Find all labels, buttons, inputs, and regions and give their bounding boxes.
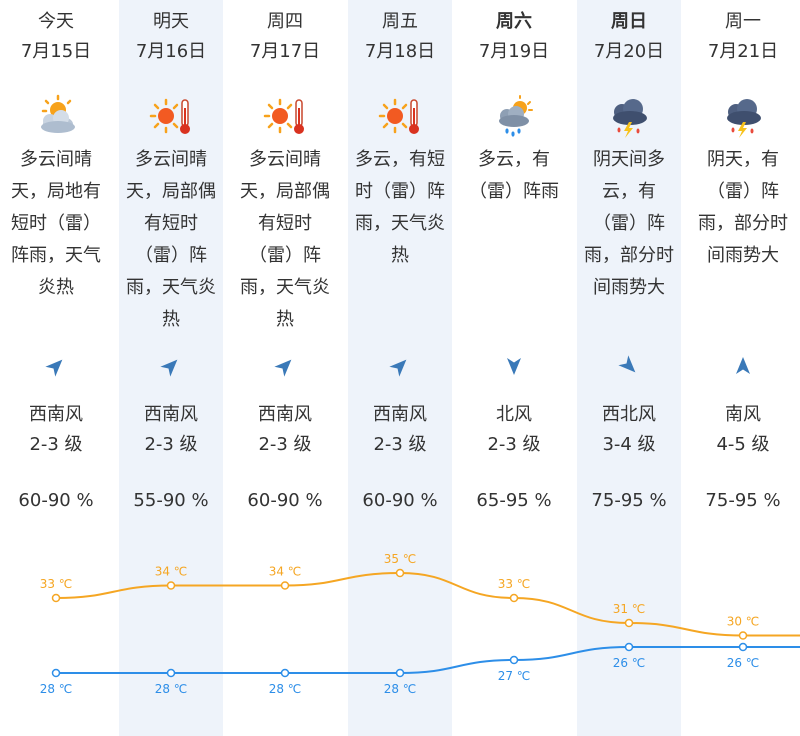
wind-level: 4-5 级 (716, 434, 770, 455)
day-column: 周五 7月18日多云，有短 时（雷）阵 雨，天气炎 热西南风 2-3 级 60-90 … (348, 0, 452, 736)
wind-direction: 西南风 (29, 404, 83, 425)
weather-description: 多云间晴 天，局部偶 有短时 （雷）阵 雨，天气炎 热 (126, 149, 216, 330)
wind-direction: 西北风 (602, 404, 656, 425)
weather-description: 多云，有短 时（雷）阵 雨，天气炎 热 (355, 149, 445, 266)
wind-direction-icon (618, 355, 636, 373)
cloudy-rain-icon (499, 95, 533, 137)
humidity: 75-95 % (705, 490, 781, 511)
day-date: 7月15日 (20, 41, 92, 62)
thunderstorm-icon (613, 99, 647, 138)
weather-description: 多云间晴 天，局地有 短时（雷） 阵雨，天气 炎热 (11, 149, 101, 298)
wind-level: 2-3 级 (373, 434, 427, 455)
wind-direction: 西南风 (144, 404, 198, 425)
humidity: 65-95 % (476, 490, 552, 511)
day-date: 7月20日 (593, 41, 665, 62)
day-date: 7月16日 (135, 41, 207, 62)
day-name: 今天 (38, 11, 74, 32)
day-name: 周四 (267, 11, 303, 32)
day-column: 周四 7月17日多云间晴 天，局部偶 有短时 （雷）阵 雨，天气炎 热西南风 2-3… (233, 0, 337, 736)
weather-description: 多云间晴 天，局部偶 有短时 （雷）阵 雨，天气炎 热 (240, 149, 330, 330)
sun-hot-icon (378, 98, 419, 134)
wind-direction-icon (736, 357, 750, 374)
wind-direction-icon (389, 359, 407, 377)
day-date: 7月17日 (249, 41, 321, 62)
day-column: 周日 7月20日阴天间多 云，有 （雷）阵 雨，部分时 间雨势大西北风 3-4 级 7… (577, 0, 681, 736)
wind-level: 2-3 级 (258, 434, 312, 455)
wind-direction: 西南风 (373, 404, 427, 425)
day-date: 7月18日 (364, 41, 436, 62)
wind-direction: 西南风 (258, 404, 312, 425)
day-name: 明天 (153, 11, 189, 32)
wind-direction-icon (160, 359, 178, 377)
thunderstorm-icon (727, 99, 761, 138)
day-date: 7月19日 (478, 41, 550, 62)
day-name: 周六 (496, 11, 532, 32)
day-column: 明天 7月16日多云间晴 天，局部偶 有短时 （雷）阵 雨，天气炎 热西南风 2-3… (119, 0, 223, 736)
humidity: 60-90 % (247, 490, 323, 511)
day-column: 今天 7月15日多云间晴 天，局地有 短时（雷） 阵雨，天气 炎热西南风 2-3 级… (4, 0, 108, 736)
wind-direction: 南风 (725, 404, 761, 425)
wind-direction-icon (274, 359, 292, 377)
weather-description: 阴天间多 云，有 （雷）阵 雨，部分时 间雨势大 (584, 149, 674, 298)
day-date: 7月21日 (707, 41, 779, 62)
wind-direction: 北风 (496, 404, 532, 425)
partly-cloudy-sun-icon (41, 94, 75, 133)
day-name: 周日 (611, 11, 647, 32)
sun-hot-icon (263, 98, 304, 134)
wind-level: 2-3 级 (487, 434, 541, 455)
weather-description: 多云，有 （雷）阵雨 (469, 149, 559, 202)
humidity: 75-95 % (591, 490, 667, 511)
wind-level: 2-3 级 (144, 434, 198, 455)
day-name: 周一 (725, 11, 761, 32)
wind-level: 2-3 级 (29, 434, 83, 455)
wind-level: 3-4 级 (602, 434, 656, 455)
wind-direction-icon (45, 359, 63, 377)
wind-direction-icon (507, 358, 521, 375)
humidity: 55-90 % (133, 490, 209, 511)
day-column: 周六 7月19日多云，有 （雷）阵雨北风 2-3 级 65-95 % (462, 0, 566, 736)
sun-hot-icon (149, 98, 190, 134)
weather-description: 阴天，有 （雷）阵 雨，部分时 间雨势大 (698, 149, 788, 266)
day-column: 周一 7月21日阴天，有 （雷）阵 雨，部分时 间雨势大南风 4-5 级 75-95 … (691, 0, 795, 736)
humidity: 60-90 % (18, 490, 94, 511)
humidity: 60-90 % (362, 490, 438, 511)
day-name: 周五 (382, 11, 418, 32)
